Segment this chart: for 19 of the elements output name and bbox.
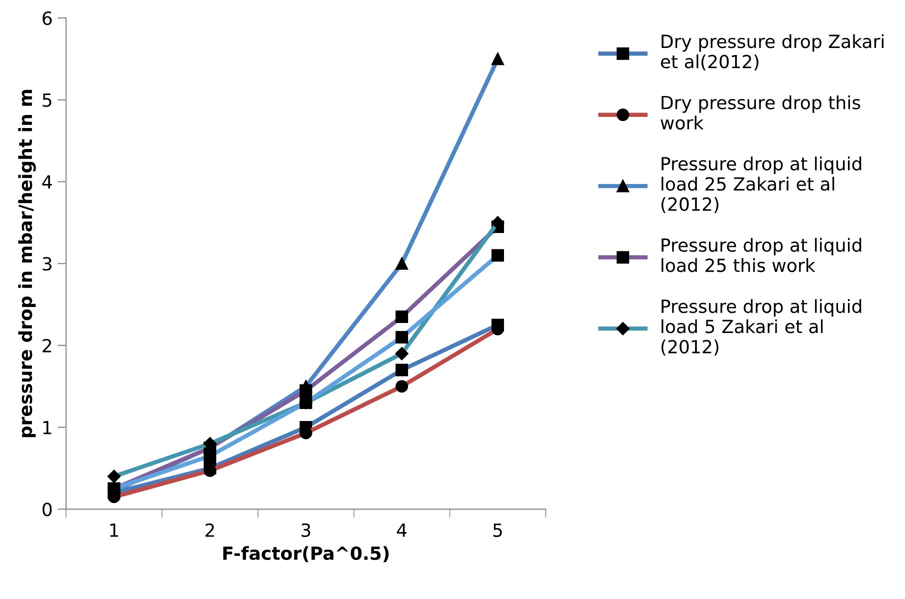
y-tick-label: 6: [42, 11, 52, 26]
legend-label: Pressure drop at liquid load 25 Zakari et al (2012): [661, 156, 862, 214]
y-tick-label: 3: [42, 257, 52, 271]
y-tick-label: 0: [42, 502, 52, 516]
y-tick-label: 1: [43, 420, 52, 434]
x-tick-label: 4: [396, 524, 407, 537]
legend-label: Dry pressure drop Zakari et al(2012): [660, 34, 884, 71]
x-axis-title: F-factor(Pa^0.5): [223, 546, 389, 562]
x-tick-label: 5: [493, 524, 502, 538]
y-tick-label: 2: [42, 338, 52, 352]
x-tick-label: 3: [302, 523, 310, 538]
legend-label: Pressure drop at liquid load 5 Zakari et al (2012): [661, 299, 862, 356]
legend-label: Dry pressure drop this work: [660, 95, 860, 130]
x-tick-label: 1: [110, 524, 118, 537]
x-tick-label: 2: [206, 523, 214, 537]
y-tick-label: 5: [42, 94, 52, 107]
y-axis-title: pressure drop in mbar/height in m: [18, 90, 36, 438]
legend-label: Pressure drop at liquid load 25 this work: [662, 238, 862, 272]
y-tick-label: 4: [42, 175, 52, 189]
